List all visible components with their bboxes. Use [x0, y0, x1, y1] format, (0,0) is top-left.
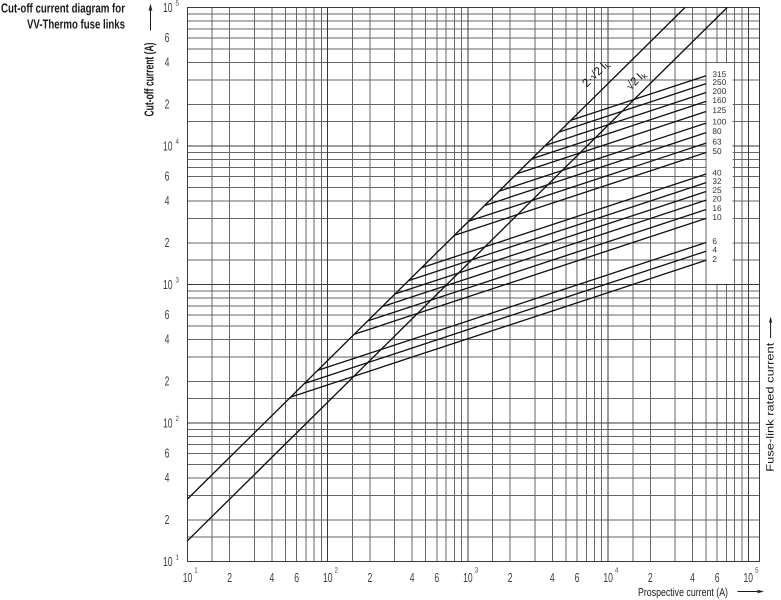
svg-text:10: 10 [163, 0, 173, 15]
svg-text:10: 10 [323, 570, 333, 585]
svg-text:6: 6 [434, 570, 439, 585]
svg-text:2: 2 [335, 566, 338, 575]
svg-text:6: 6 [575, 570, 580, 585]
svg-text:315: 315 [712, 70, 726, 79]
svg-text:63: 63 [712, 138, 722, 147]
svg-text:2: 2 [165, 373, 170, 388]
svg-text:6: 6 [712, 237, 717, 246]
svg-text:40: 40 [712, 169, 722, 178]
svg-text:Fuse-link rated current: Fuse-link rated current [765, 343, 777, 472]
svg-text:10: 10 [163, 554, 173, 569]
svg-text:2: 2 [165, 235, 170, 250]
svg-text:4: 4 [165, 193, 170, 208]
svg-text:2: 2 [368, 570, 373, 585]
svg-text:160: 160 [712, 96, 726, 105]
svg-text:10: 10 [163, 416, 173, 431]
svg-text:100: 100 [712, 118, 726, 127]
svg-text:2: 2 [648, 570, 653, 585]
svg-text:VV-Thermo fuse links: VV-Thermo fuse links [27, 16, 125, 31]
svg-text:4: 4 [615, 566, 618, 575]
svg-text:5: 5 [755, 566, 758, 575]
svg-text:125: 125 [712, 106, 726, 115]
svg-text:4: 4 [550, 570, 555, 585]
svg-text:4: 4 [712, 246, 717, 255]
svg-text:6: 6 [294, 570, 299, 585]
svg-text:25: 25 [712, 186, 722, 195]
svg-text:2: 2 [508, 570, 513, 585]
svg-text:10: 10 [183, 570, 193, 585]
svg-text:80: 80 [712, 127, 722, 136]
svg-text:6: 6 [165, 30, 170, 45]
svg-text:200: 200 [712, 87, 726, 96]
svg-text:10: 10 [603, 570, 613, 585]
svg-text:1: 1 [176, 553, 179, 562]
svg-text:10: 10 [463, 570, 473, 585]
svg-text:3: 3 [176, 276, 179, 285]
svg-text:6: 6 [715, 570, 720, 585]
svg-text:32: 32 [712, 177, 722, 186]
svg-text:4: 4 [410, 570, 415, 585]
svg-text:Cut-off current diagram for: Cut-off current diagram for [1, 0, 125, 15]
svg-text:16: 16 [712, 204, 722, 213]
svg-text:Cut-off current (A): Cut-off current (A) [142, 43, 157, 117]
svg-text:10: 10 [163, 139, 173, 154]
svg-text:2: 2 [165, 96, 170, 111]
svg-text:10: 10 [712, 213, 722, 222]
svg-text:2: 2 [176, 414, 179, 423]
svg-text:1: 1 [194, 566, 197, 575]
svg-text:2: 2 [165, 512, 170, 527]
svg-text:4: 4 [270, 570, 275, 585]
svg-text:6: 6 [165, 307, 170, 322]
svg-text:10: 10 [163, 277, 173, 292]
svg-text:6: 6 [165, 169, 170, 184]
svg-text:4: 4 [176, 137, 179, 146]
svg-text:4: 4 [165, 332, 170, 347]
svg-text:6: 6 [165, 446, 170, 461]
svg-text:250: 250 [712, 78, 726, 87]
svg-text:5: 5 [176, 0, 179, 8]
svg-text:4: 4 [165, 470, 170, 485]
svg-text:2: 2 [712, 255, 717, 264]
svg-text:3: 3 [475, 566, 478, 575]
svg-text:20: 20 [712, 195, 722, 204]
svg-text:Prospective current (A): Prospective current (A) [638, 587, 728, 599]
svg-text:50: 50 [712, 147, 722, 156]
svg-text:4: 4 [165, 55, 170, 70]
svg-text:10: 10 [744, 570, 754, 585]
svg-text:4: 4 [690, 570, 695, 585]
svg-text:2: 2 [227, 570, 232, 585]
